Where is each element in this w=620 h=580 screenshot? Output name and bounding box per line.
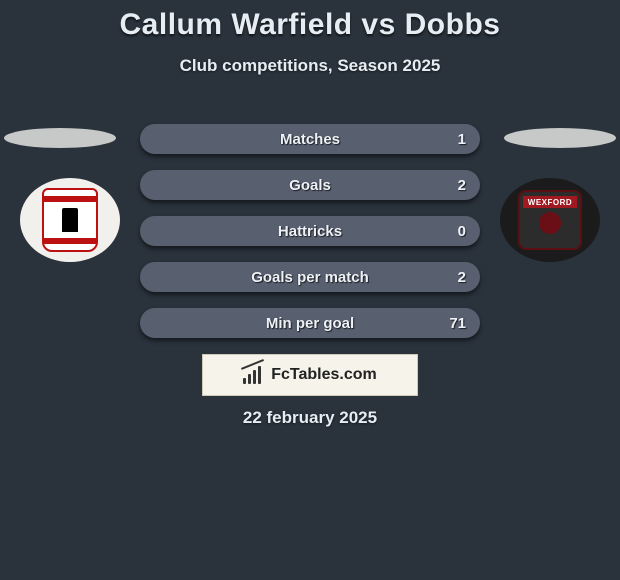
club-badge-left xyxy=(20,178,120,262)
stat-label: Goals xyxy=(289,177,331,194)
page-title: Callum Warfield vs Dobbs xyxy=(0,8,620,42)
bar-chart-icon xyxy=(243,366,265,384)
stat-label: Goals per match xyxy=(251,269,369,286)
stat-label: Min per goal xyxy=(266,315,354,332)
stat-row: Hattricks 0 xyxy=(140,216,480,246)
stat-row: Goals 2 xyxy=(140,170,480,200)
wexford-crest-icon: WEXFORD xyxy=(518,190,582,250)
stat-value: 2 xyxy=(458,269,466,286)
player-oval-left xyxy=(4,128,116,148)
wexford-banner: WEXFORD xyxy=(523,196,577,208)
stat-value: 1 xyxy=(458,131,466,148)
stat-value: 0 xyxy=(458,223,466,240)
stat-bars: Matches 1 Goals 2 Hattricks 0 Goals per … xyxy=(140,124,480,338)
stat-label: Matches xyxy=(280,131,340,148)
subtitle: Club competitions, Season 2025 xyxy=(0,56,620,76)
logo-text: FcTables.com xyxy=(271,366,377,384)
stat-label: Hattricks xyxy=(278,223,342,240)
stat-value: 71 xyxy=(449,315,466,332)
date-label: 22 february 2025 xyxy=(0,408,620,428)
stat-row: Min per goal 71 xyxy=(140,308,480,338)
player-oval-right xyxy=(504,128,616,148)
club-badge-right: WEXFORD xyxy=(500,178,600,262)
stat-row: Matches 1 xyxy=(140,124,480,154)
fctables-logo: FcTables.com xyxy=(202,354,418,396)
comparison-card: Callum Warfield vs Dobbs Club competitio… xyxy=(0,0,620,580)
longford-crest-icon xyxy=(42,188,98,252)
stat-value: 2 xyxy=(458,177,466,194)
stat-row: Goals per match 2 xyxy=(140,262,480,292)
